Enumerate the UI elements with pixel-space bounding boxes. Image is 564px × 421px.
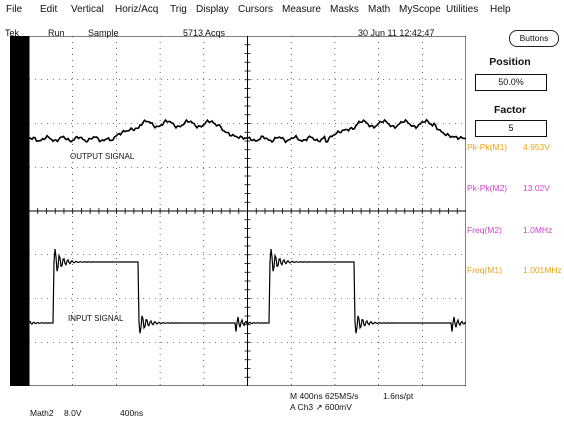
measurement-name: Freq(M1) [467,265,502,275]
math-channel-label: Math2 [30,408,54,418]
menu-horiz-acq[interactable]: Horiz/Acq [115,4,158,15]
menu-myscope[interactable]: MyScope [399,4,441,15]
position-label: Position [466,56,554,68]
graticule [29,36,466,386]
output-signal-label: OUTPUT SIGNAL [70,152,134,161]
measurement-name: Freq(M2) [467,225,502,235]
menu-utilities[interactable]: Utilities [446,4,478,15]
measurement-value: 1.001MHz [523,265,562,275]
math-channel-scale: 8.0V [64,408,82,418]
input-signal-label: INPUT SIGNAL [68,314,123,323]
status-bar: Tek Run Sample 5713 Acqs 30 Jun 11 12:42… [0,19,470,33]
menu-file[interactable]: File [6,4,22,15]
factor-value[interactable]: 5 [475,120,547,137]
trigger-readout: A Ch3 ↗ 600mV [290,402,352,413]
measurement-value: 13.02V [523,183,550,193]
factor-label: Factor [466,104,554,116]
measurement-name: Pk-Pk(M1) [467,142,507,152]
buttons-button[interactable]: Buttons [509,30,559,47]
menu-help[interactable]: Help [490,4,511,15]
menu-math[interactable]: Math [368,4,390,15]
measurement-value: 1.0MHz [523,225,552,235]
menu-trig[interactable]: Trig [170,4,187,15]
timebase-readout: M 400ns 625MS/s [290,391,359,401]
menu-measure[interactable]: Measure [282,4,321,15]
menu-display[interactable]: Display [196,4,229,15]
menu-edit[interactable]: Edit [40,4,57,15]
point-interval-readout: 1.6ns/pt [383,391,413,401]
menu-cursors[interactable]: Cursors [238,4,273,15]
measurement-name: Pk-Pk(M2) [467,183,507,193]
waveform-display[interactable] [29,36,466,386]
menu-vertical[interactable]: Vertical [71,4,104,15]
channel-indicator-strip [10,36,29,386]
menu-bar: File Edit Vertical Horiz/Acq Trig Displa… [0,0,564,18]
menu-masks[interactable]: Masks [330,4,359,15]
measurement-value: 4.953V [523,142,550,152]
math-channel-time: 400ns [120,408,143,418]
position-value[interactable]: 50.0% [475,74,547,91]
